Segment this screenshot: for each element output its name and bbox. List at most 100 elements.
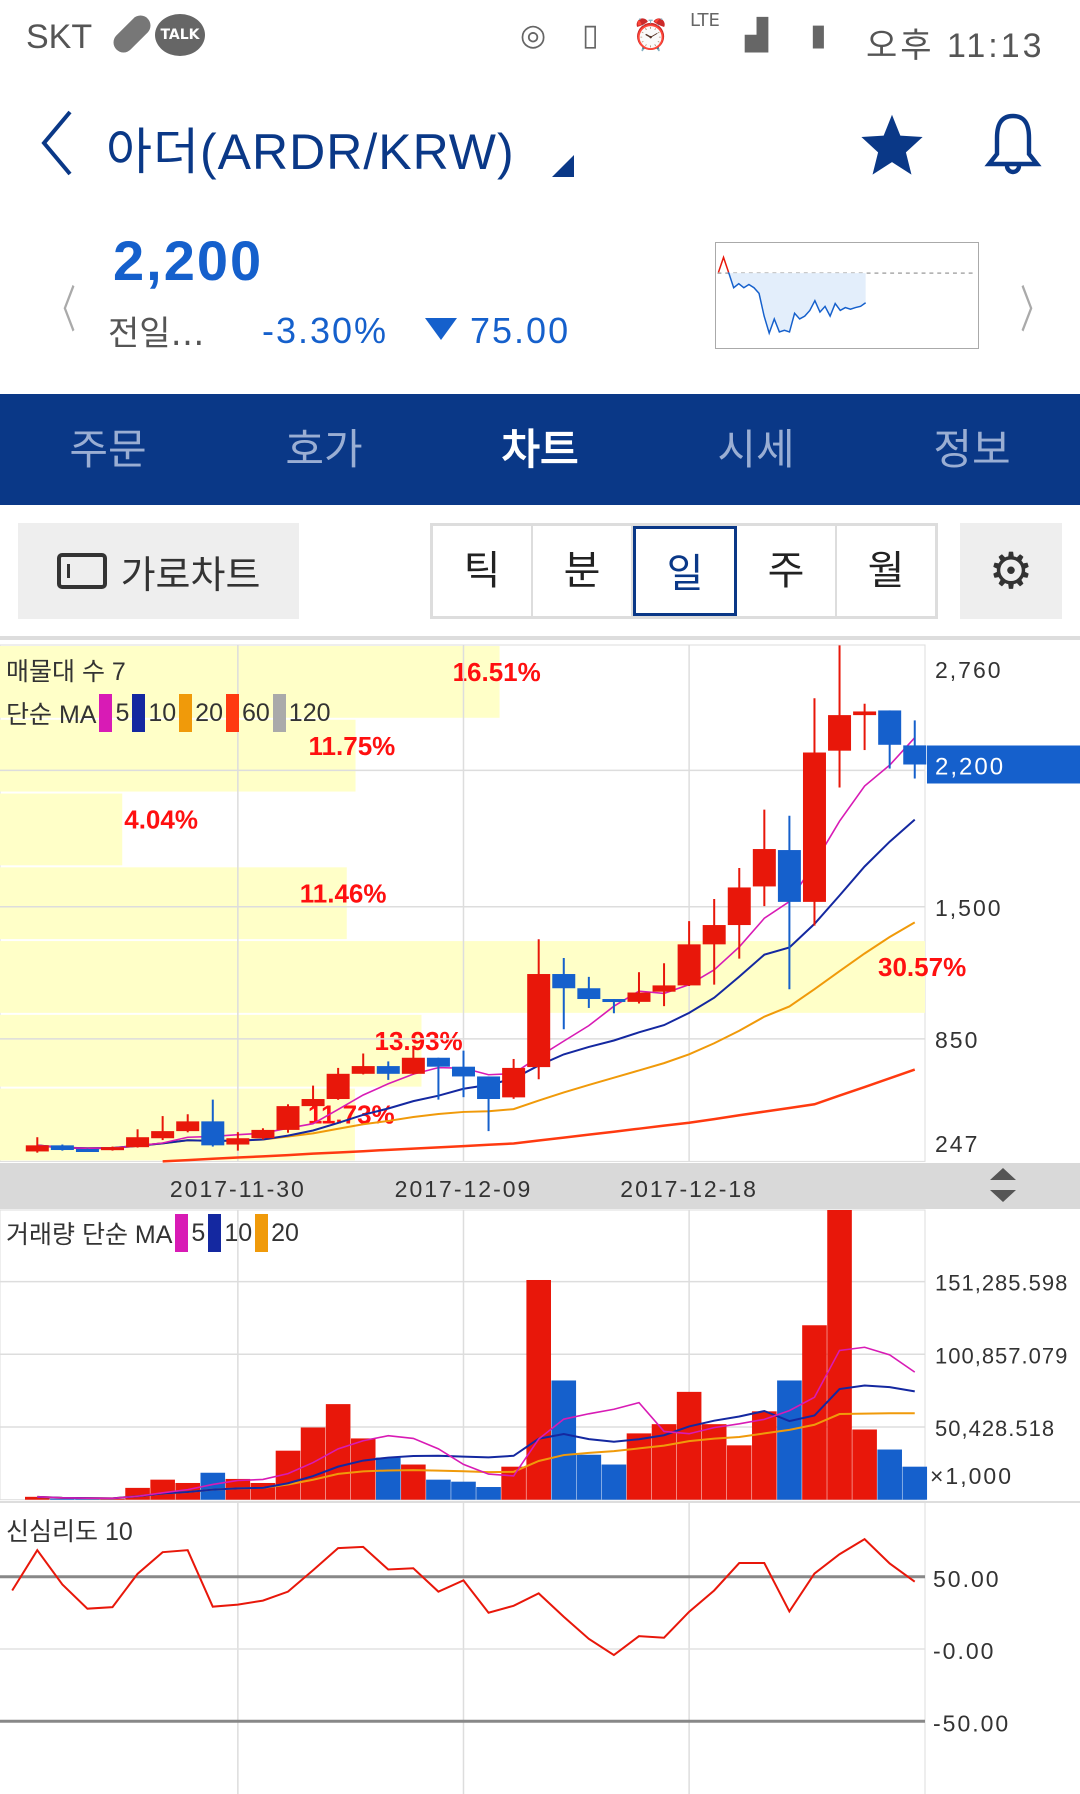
dropdown-triangle-icon[interactable] <box>552 155 574 177</box>
candle <box>326 1073 350 1100</box>
volume-ma-legend: 거래량 단순 MA 5 10 20 <box>6 1214 299 1252</box>
tab-info[interactable]: 정보 <box>933 425 1011 474</box>
vol-ma5-label: 5 <box>191 1218 206 1247</box>
volume-profile-label: 13.93% <box>374 1026 462 1056</box>
current-price-axis-label: 2,200 <box>935 753 1005 780</box>
volume-profile-band <box>0 867 347 940</box>
period-day[interactable]: 일 <box>633 526 737 616</box>
candle <box>752 849 776 887</box>
volume-bar <box>150 1479 175 1500</box>
prev-coin-arrow-icon[interactable]: 〈 <box>46 281 76 339</box>
gear-icon: ⚙ <box>988 542 1034 600</box>
candle <box>75 1149 99 1153</box>
main-tabs: 주문 호가 차트 시세 정보 <box>0 394 1080 505</box>
price-tick-label: 1,500 <box>935 895 1003 921</box>
volume-profile-label: 16.51% <box>453 657 541 687</box>
volume-tick-label: 50,428.518 <box>935 1416 1055 1441</box>
period-minute[interactable]: 분 <box>533 526 633 616</box>
chart-area[interactable]: 16.51%11.75%4.04%11.46%30.57%13.93%11.73… <box>0 640 1080 1794</box>
page-title[interactable]: 아더(ARDR/KRW) <box>106 124 515 180</box>
candle <box>727 887 751 926</box>
ma60-swatch <box>225 694 239 732</box>
star-icon[interactable] <box>858 112 926 176</box>
candle <box>426 1057 450 1067</box>
change-percent: -3.30% <box>262 310 389 351</box>
ma5-line <box>37 737 916 1150</box>
volume-bar <box>676 1391 702 1500</box>
volume-bar <box>802 1325 827 1500</box>
volume-bar <box>426 1479 451 1500</box>
volume-bar <box>752 1411 777 1500</box>
ma60-line <box>162 1068 916 1163</box>
sparkline-line <box>727 272 867 336</box>
ma60-label: 60 <box>241 698 270 727</box>
price-tick-label: 850 <box>935 1027 979 1053</box>
volume-profile-label: 4.04% <box>124 805 198 835</box>
period-tick[interactable]: 틱 <box>433 526 533 616</box>
candle <box>652 985 676 992</box>
back-icon[interactable] <box>38 108 78 178</box>
volume-bar <box>827 1210 852 1500</box>
volume-bar <box>526 1279 551 1500</box>
volume-profile-band <box>0 793 123 866</box>
kakaotalk-icon: TALK <box>155 14 205 56</box>
candle <box>451 1066 475 1077</box>
price-tick-label: 2,760 <box>935 657 1003 683</box>
period-week[interactable]: 주 <box>737 526 837 616</box>
volume-bar <box>75 1498 100 1500</box>
tab-chart[interactable]: 차트 <box>501 425 579 474</box>
candle <box>126 1137 150 1148</box>
volume-bar <box>601 1464 627 1500</box>
volume-profile-band <box>0 941 925 1013</box>
pill-icon <box>109 11 155 57</box>
candle <box>828 715 852 751</box>
volume-profile-band <box>0 646 500 718</box>
candle <box>502 1067 526 1098</box>
down-triangle-icon <box>425 318 457 340</box>
psych-tick-label: 50.00 <box>933 1566 1001 1592</box>
volume-legend-title: 거래량 단순 MA <box>6 1221 173 1249</box>
bell-icon[interactable] <box>983 110 1043 180</box>
candle <box>401 1057 425 1074</box>
clock: 오후 11:13 <box>866 27 1045 65</box>
current-price-marker <box>927 745 1080 784</box>
date-axis-band <box>0 1163 1080 1209</box>
vibrate-icon: ▯ <box>582 18 599 53</box>
volume-profile-label: 11.75% <box>309 731 396 761</box>
candle <box>677 944 701 986</box>
alarm-icon: ⏰ <box>632 18 670 53</box>
candle <box>176 1121 200 1132</box>
volume-bar <box>576 1454 602 1500</box>
tab-orderbook[interactable]: 호가 <box>285 425 363 474</box>
resize-handle-icon[interactable] <box>990 1168 1016 1202</box>
volume-bar <box>551 1380 577 1500</box>
next-coin-arrow-icon[interactable]: 〉 <box>1020 281 1050 339</box>
volume-bar <box>626 1433 652 1500</box>
period-month[interactable]: 월 <box>867 548 905 594</box>
candle <box>101 1147 125 1151</box>
candle <box>802 752 826 902</box>
price-ma-legend: 단순 MA 5 10 20 60 120 <box>6 694 331 732</box>
psych-tick-label: -0.00 <box>933 1638 995 1664</box>
volume-bar <box>777 1380 802 1500</box>
volume-ma10-line <box>37 1384 915 1500</box>
candle <box>251 1129 275 1139</box>
volume-bar <box>325 1404 351 1500</box>
candle <box>477 1076 501 1100</box>
candle <box>351 1066 375 1074</box>
ma10-line <box>37 818 916 1150</box>
landscape-chart-button[interactable]: 가로차트 <box>18 523 299 619</box>
candle <box>878 710 902 745</box>
ma5-label: 5 <box>115 698 130 727</box>
volume-bar <box>451 1481 476 1500</box>
tab-order[interactable]: 주문 <box>69 425 147 474</box>
tab-market-price[interactable]: 시세 <box>717 425 795 474</box>
tablet-icon <box>56 553 107 589</box>
ma120-swatch <box>272 694 286 732</box>
candle <box>226 1138 250 1145</box>
volume-unit-label: ×1,000 <box>930 1463 1013 1489</box>
settings-button[interactable]: ⚙ <box>960 523 1062 619</box>
sparkline-chart[interactable] <box>715 242 979 349</box>
ma5-swatch <box>99 694 113 732</box>
network-label: LTE <box>690 10 720 31</box>
